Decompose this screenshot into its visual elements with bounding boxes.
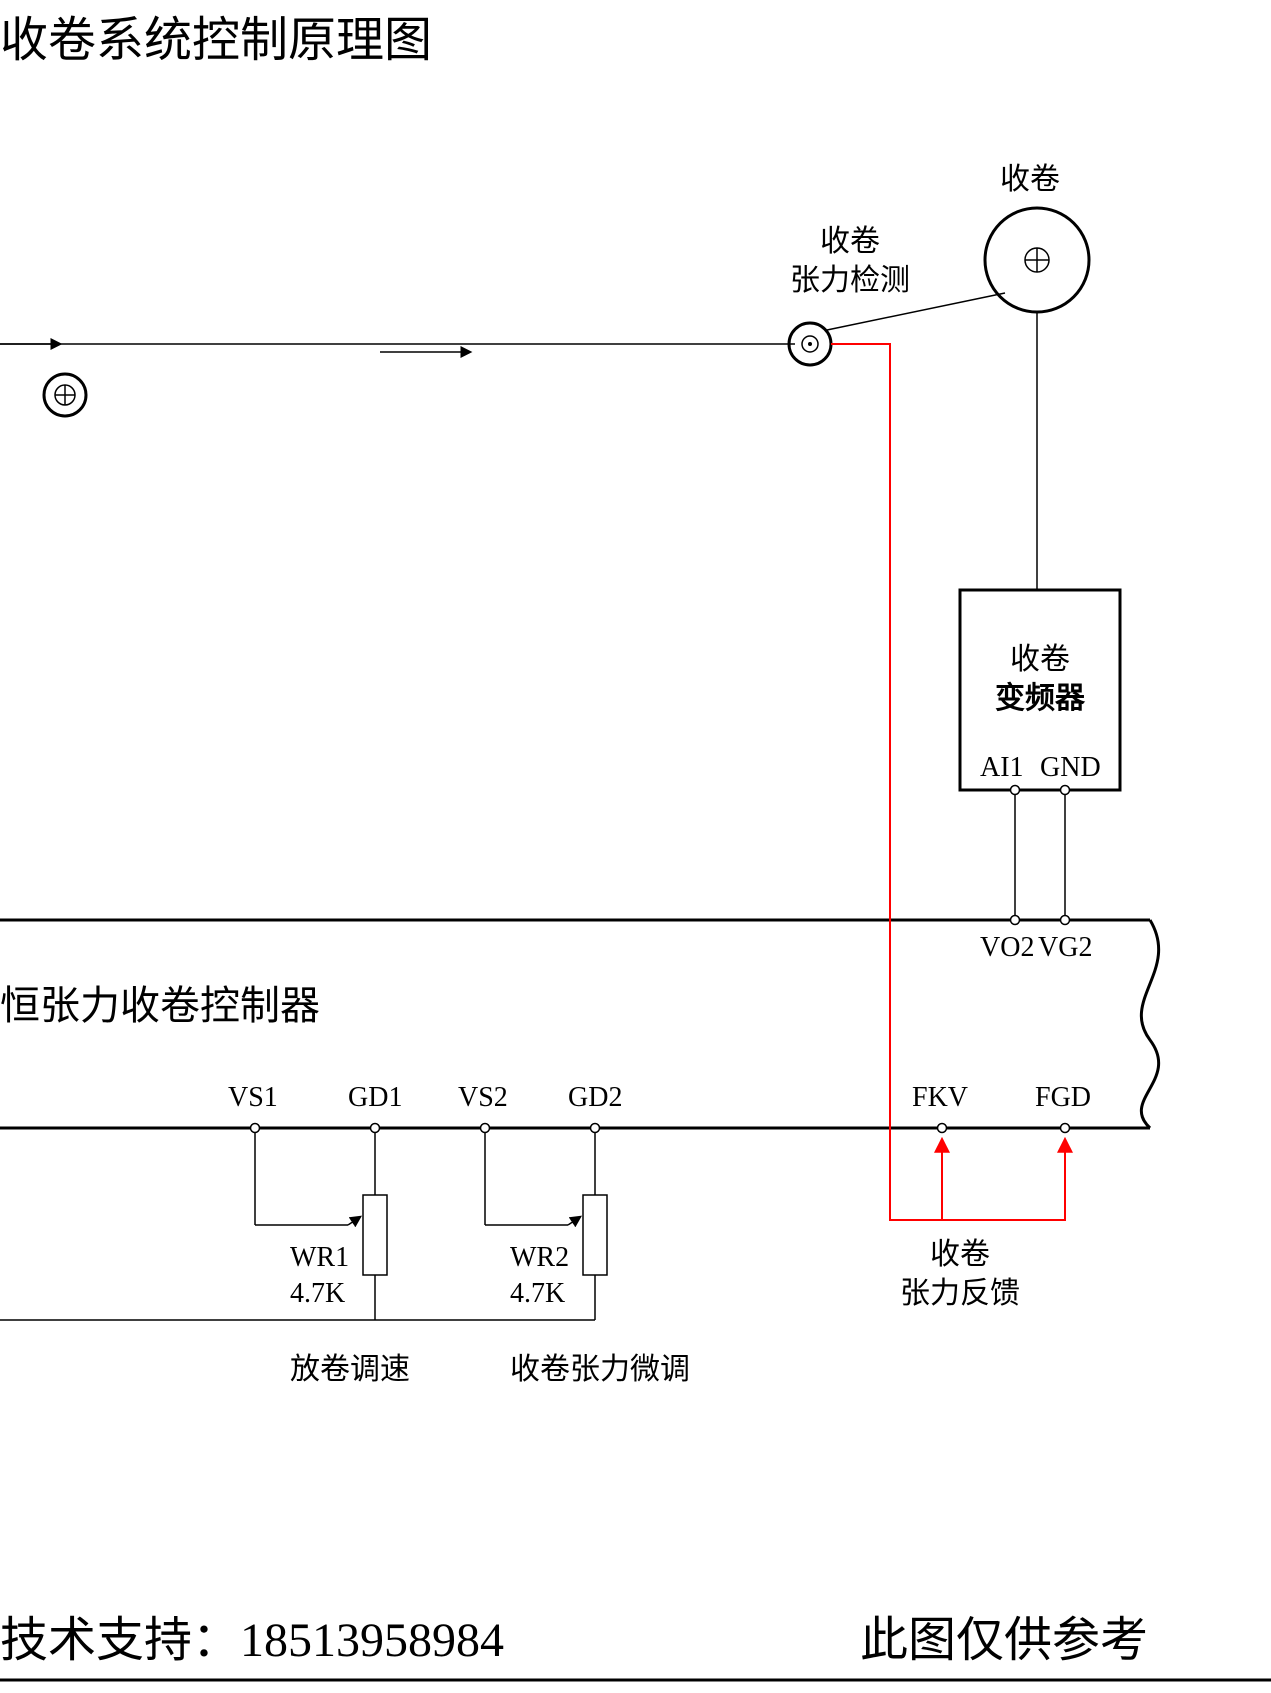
tension-feedback-line1: 收卷 bbox=[930, 1238, 990, 1271]
winding-roller-icon bbox=[985, 208, 1089, 312]
inverter-line2: 变频器 bbox=[995, 682, 1085, 715]
tension-feedback-line2: 张力反馈 bbox=[900, 1277, 1020, 1310]
terminal-vo2: VO2 bbox=[980, 930, 1034, 966]
pot-wr2-label: WR2 4.7K bbox=[510, 1240, 569, 1313]
footer-support: 技术支持：18513958984 bbox=[0, 1600, 504, 1670]
terminal-vs1: VS1 bbox=[228, 1080, 278, 1116]
terminal-gd1: GD1 bbox=[348, 1080, 402, 1116]
terminal-ai1: AI1 bbox=[980, 750, 1024, 786]
tension-roller-icon bbox=[789, 323, 831, 365]
terminal-vs2: VS2 bbox=[458, 1080, 508, 1116]
tension-detect-line2: 张力检测 bbox=[790, 264, 910, 297]
pot-wr1-label: WR1 4.7K bbox=[290, 1240, 349, 1313]
tension-detect-label: 收卷 张力检测 bbox=[760, 222, 940, 300]
pot-wr1-name: WR1 bbox=[290, 1242, 349, 1273]
terminal-fkv: FKV bbox=[912, 1080, 968, 1116]
inverter-line1: 收卷 bbox=[1010, 643, 1070, 676]
inverter-label: 收卷 变频器 bbox=[960, 640, 1120, 718]
terminal-gnd: GND bbox=[1040, 750, 1101, 786]
tension-feedback-label: 收卷 张力反馈 bbox=[870, 1235, 1050, 1313]
tension-detect-line1: 收卷 bbox=[820, 225, 880, 258]
winding-tension-trim-label: 收卷张力微调 bbox=[510, 1350, 690, 1389]
terminal-gd2: GD2 bbox=[568, 1080, 622, 1116]
pot-wr1-value: 4.7K bbox=[290, 1278, 345, 1309]
controller-label: 恒张力收卷控制器 bbox=[0, 980, 320, 1032]
pot-wr2-name: WR2 bbox=[510, 1242, 569, 1273]
idler-roller-icon bbox=[44, 374, 86, 416]
footer-note: 此图仅供参考 bbox=[860, 1600, 1148, 1670]
unwinding-speed-label: 放卷调速 bbox=[290, 1350, 410, 1389]
pot-wr2-value: 4.7K bbox=[510, 1278, 565, 1309]
terminal-fgd: FGD bbox=[1035, 1080, 1091, 1116]
terminal-vg2: VG2 bbox=[1038, 930, 1092, 966]
winding-label: 收卷 bbox=[1000, 160, 1060, 199]
schematic-svg bbox=[0, 0, 1271, 1693]
